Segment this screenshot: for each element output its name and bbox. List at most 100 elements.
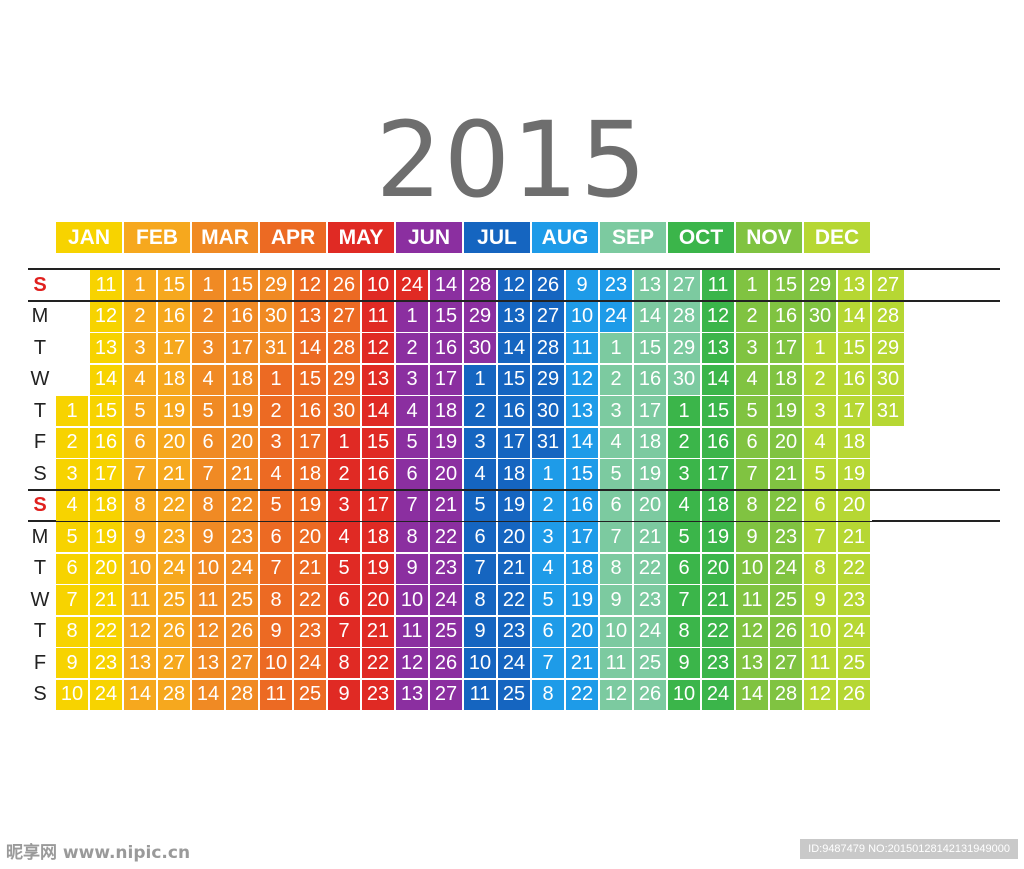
day-cell: 24 — [430, 585, 464, 615]
day-cell: 15 — [158, 270, 192, 300]
day-cell: 29 — [532, 364, 566, 395]
day-cell: 5 — [668, 522, 702, 552]
day-cell: 3 — [736, 333, 770, 363]
day-cell: 19 — [634, 459, 668, 489]
day-label: M — [31, 525, 49, 548]
day-cell: 12 — [600, 679, 634, 710]
day-cell: 15 — [838, 333, 872, 363]
day-cell: 20 — [362, 585, 396, 615]
day-cell: 23 — [158, 522, 192, 552]
day-label: T — [33, 399, 47, 422]
day-cell: 3 — [260, 427, 294, 458]
month-header-nov: NOV — [736, 222, 802, 253]
day-cell: 22 — [498, 585, 532, 615]
day-cell: 20 — [158, 427, 192, 458]
day-cell: 11 — [192, 585, 226, 615]
day-cell: 13 — [396, 679, 430, 710]
day-cell: 23 — [498, 616, 532, 647]
day-cell: 3 — [600, 396, 634, 426]
day-cell: 22 — [770, 490, 804, 521]
day-cell: 9 — [260, 616, 294, 647]
day-cell: 11 — [804, 648, 838, 678]
row-divider — [28, 520, 1000, 522]
day-cell: 20 — [430, 459, 464, 489]
day-cell: 19 — [158, 396, 192, 426]
day-cell: 25 — [294, 679, 328, 710]
day-label: M — [31, 305, 49, 327]
day-cell: 21 — [634, 522, 668, 552]
day-cell: 4 — [56, 490, 90, 521]
day-cell: 25 — [770, 585, 804, 615]
day-cell: 23 — [600, 270, 634, 300]
day-cell: 19 — [702, 522, 736, 552]
day-cell: 27 — [226, 648, 260, 678]
month-header-dec: DEC — [804, 222, 870, 253]
day-cell: 8 — [668, 616, 702, 647]
day-label: F — [33, 431, 47, 453]
day-cell: 19 — [90, 522, 124, 552]
watermark-logo: 昵享网 www.nipic.cn — [6, 843, 191, 863]
day-cell: 24 — [396, 270, 430, 300]
day-cell: 16 — [158, 301, 192, 332]
month-header-may: MAY — [328, 222, 394, 253]
day-cell: 28 — [158, 679, 192, 710]
day-cell: 22 — [294, 585, 328, 615]
day-cell: 29 — [328, 364, 362, 395]
day-cell: 6 — [600, 490, 634, 521]
day-cell: 1 — [124, 270, 158, 300]
day-cell: 6 — [532, 616, 566, 647]
day-cell: 20 — [838, 490, 872, 521]
day-cell: 3 — [396, 364, 430, 395]
day-cell: 12 — [362, 333, 396, 363]
day-cell: 4 — [600, 427, 634, 458]
day-cell: 17 — [158, 333, 192, 363]
day-cell: 11 — [260, 679, 294, 710]
day-cell: 9 — [668, 648, 702, 678]
day-cell: 28 — [464, 270, 498, 300]
day-cell: 17 — [294, 427, 328, 458]
day-cell: 16 — [838, 364, 872, 395]
day-cell: 27 — [328, 301, 362, 332]
day-cell: 13 — [566, 396, 600, 426]
day-cell: 24 — [90, 679, 124, 710]
day-label: S — [33, 462, 47, 485]
day-cell: 30 — [464, 333, 498, 363]
day-cell: 13 — [702, 333, 736, 363]
day-cell: 9 — [192, 522, 226, 552]
day-cell: 18 — [430, 396, 464, 426]
day-cell: 18 — [634, 427, 668, 458]
day-cell: 13 — [192, 648, 226, 678]
day-cell: 10 — [464, 648, 498, 678]
day-cell: 12 — [294, 270, 328, 300]
day-cell: 15 — [770, 270, 804, 300]
day-cell: 10 — [668, 679, 702, 710]
day-cell: 26 — [158, 616, 192, 647]
day-cell: 4 — [804, 427, 838, 458]
day-cell: 3 — [668, 459, 702, 489]
day-cell: 5 — [532, 585, 566, 615]
day-cell: 12 — [124, 616, 158, 647]
day-cell: 1 — [600, 333, 634, 363]
day-cell: 18 — [498, 459, 532, 489]
day-cell: 3 — [532, 522, 566, 552]
day-cell: 7 — [192, 459, 226, 489]
day-cell: 23 — [294, 616, 328, 647]
month-header-aug: AUG — [532, 222, 598, 253]
month-header-jan: JAN — [56, 222, 122, 253]
day-cell: 8 — [600, 553, 634, 584]
day-cell: 10 — [600, 616, 634, 647]
day-cell: 28 — [770, 679, 804, 710]
day-cell: 27 — [158, 648, 192, 678]
day-cell: 10 — [362, 270, 396, 300]
day-cell: 5 — [736, 396, 770, 426]
day-cell: 8 — [192, 490, 226, 521]
day-cell: 22 — [838, 553, 872, 584]
day-cell: 1 — [736, 270, 770, 300]
day-cell: 7 — [124, 459, 158, 489]
day-cell: 16 — [430, 333, 464, 363]
day-cell: 29 — [804, 270, 838, 300]
day-cell: 4 — [260, 459, 294, 489]
day-cell: 8 — [736, 490, 770, 521]
day-cell: 3 — [124, 333, 158, 363]
